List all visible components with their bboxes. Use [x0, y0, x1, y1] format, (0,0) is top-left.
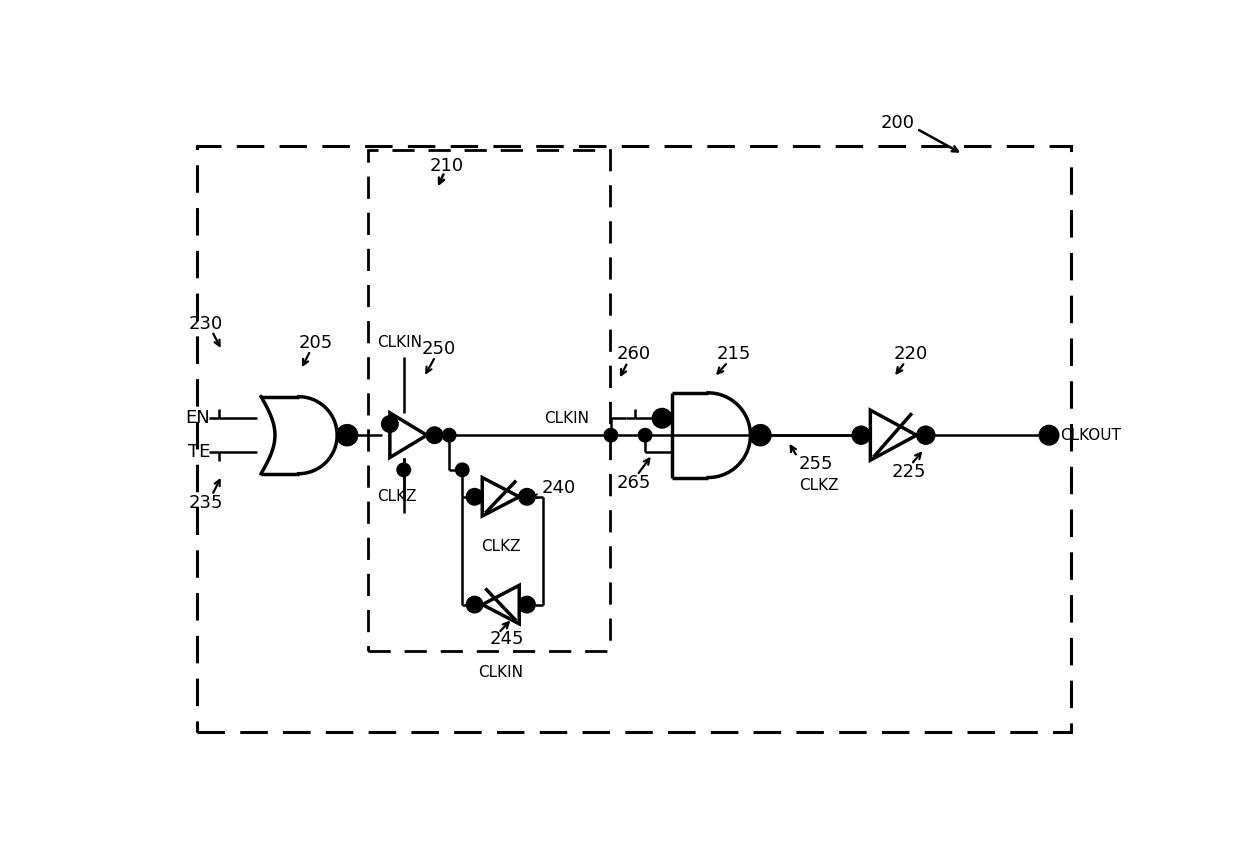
- Text: 240: 240: [542, 479, 575, 497]
- Text: CLKOUT: CLKOUT: [1060, 428, 1121, 443]
- Text: 220: 220: [894, 345, 929, 363]
- Text: TE: TE: [188, 443, 211, 461]
- Text: CLKZ: CLKZ: [799, 478, 838, 492]
- Text: 210: 210: [430, 157, 464, 175]
- Circle shape: [1040, 426, 1058, 444]
- Circle shape: [382, 417, 398, 431]
- Text: EN: EN: [186, 409, 211, 427]
- Text: 250: 250: [422, 340, 456, 358]
- Circle shape: [918, 427, 934, 443]
- Circle shape: [456, 464, 469, 476]
- Circle shape: [652, 409, 671, 428]
- Text: 245: 245: [490, 630, 523, 648]
- Circle shape: [520, 489, 534, 505]
- Circle shape: [520, 597, 534, 612]
- Text: CLKZ: CLKZ: [377, 489, 417, 505]
- Text: 205: 205: [299, 334, 334, 352]
- Circle shape: [337, 425, 357, 445]
- Circle shape: [639, 429, 651, 442]
- Circle shape: [467, 489, 482, 505]
- Text: 235: 235: [188, 494, 223, 512]
- Text: 215: 215: [717, 345, 751, 363]
- Circle shape: [605, 429, 618, 442]
- Text: 230: 230: [188, 314, 223, 332]
- Text: CLKIN: CLKIN: [544, 411, 589, 425]
- Text: CLKIN: CLKIN: [479, 665, 523, 680]
- Text: 200: 200: [880, 115, 914, 133]
- Circle shape: [853, 427, 869, 443]
- Text: 255: 255: [799, 455, 833, 474]
- Circle shape: [398, 464, 410, 476]
- Text: 260: 260: [616, 345, 651, 363]
- Text: CLKIN: CLKIN: [377, 335, 423, 350]
- Text: 225: 225: [892, 463, 926, 481]
- Circle shape: [750, 425, 770, 445]
- Text: 265: 265: [616, 474, 651, 492]
- Circle shape: [427, 428, 443, 443]
- Circle shape: [443, 429, 455, 442]
- Text: CLKZ: CLKZ: [481, 539, 521, 554]
- Circle shape: [467, 597, 482, 612]
